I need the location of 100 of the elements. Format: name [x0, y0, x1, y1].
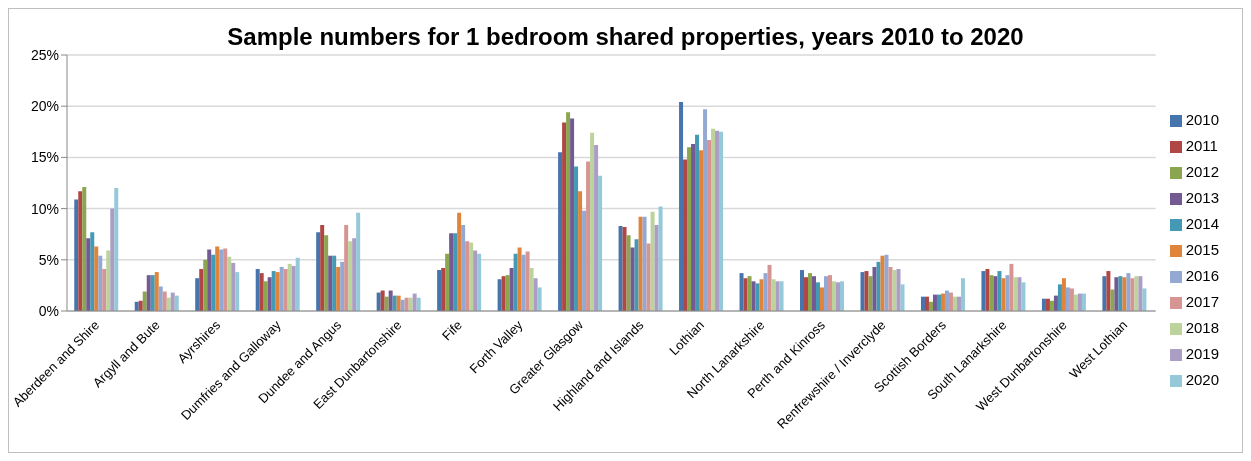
bar: [562, 122, 567, 311]
bar: [1005, 275, 1010, 311]
legend-label: 2020: [1185, 371, 1219, 388]
bar: [469, 242, 474, 311]
bar: [808, 273, 813, 311]
bar: [888, 266, 893, 311]
legend-label: 2017: [1185, 293, 1219, 310]
bar: [642, 216, 647, 311]
bar: [320, 224, 325, 311]
bar: [960, 278, 965, 311]
bar: [263, 281, 268, 311]
bar: [271, 271, 276, 311]
bar: [936, 294, 941, 311]
bar: [779, 281, 784, 311]
bar: [707, 139, 712, 311]
bar: [158, 286, 163, 311]
bar: [449, 233, 454, 311]
bar: [1065, 287, 1070, 311]
bar: [537, 287, 542, 311]
bar: [392, 295, 397, 311]
bar: [683, 159, 688, 311]
bar: [687, 147, 692, 311]
bar: [1138, 276, 1143, 311]
bar: [920, 296, 925, 311]
bar: [408, 297, 413, 311]
bar: [868, 276, 873, 311]
y-tick-label: 25%: [30, 46, 59, 63]
bar: [691, 144, 696, 311]
bar: [1001, 278, 1006, 311]
bar: [203, 259, 208, 311]
bar: [1110, 289, 1115, 311]
legend-label: 2014: [1185, 215, 1219, 232]
y-tick-label: 15%: [30, 149, 59, 166]
bar: [590, 132, 595, 311]
bar: [170, 292, 175, 311]
bar: [900, 284, 905, 311]
bar: [654, 224, 659, 311]
bar: [227, 256, 232, 311]
bar: [1077, 293, 1082, 311]
bar: [1045, 298, 1050, 311]
bar: [207, 249, 212, 311]
bar: [215, 246, 220, 311]
bar: [328, 255, 333, 311]
bar: [461, 224, 466, 311]
bar: [747, 276, 752, 311]
bar: [110, 208, 115, 311]
bar: [352, 238, 357, 311]
bar: [174, 295, 179, 311]
bar: [445, 253, 450, 311]
bar: [82, 187, 87, 311]
bar: [646, 243, 651, 311]
bar: [497, 279, 502, 311]
bar: [630, 247, 635, 311]
y-tick-label: 0%: [38, 302, 59, 319]
bar: [658, 206, 663, 311]
bar: [441, 267, 446, 311]
bar: [324, 235, 329, 311]
bar: [501, 276, 506, 311]
bar: [860, 272, 865, 311]
bar: [505, 275, 510, 311]
bar: [1069, 288, 1074, 311]
bar: [142, 291, 147, 311]
legend-label: 2010: [1185, 111, 1219, 128]
bar: [513, 253, 518, 311]
bar: [1057, 284, 1062, 311]
legend-label: 2013: [1185, 189, 1219, 206]
bar: [404, 297, 409, 311]
bar: [1061, 278, 1066, 311]
bar: [944, 290, 949, 311]
bar: [74, 199, 79, 311]
bar: [521, 254, 526, 311]
bar: [739, 273, 744, 311]
bar: [924, 296, 929, 311]
bar: [989, 275, 994, 311]
y-tick-label: 20%: [30, 98, 59, 115]
bar: [638, 216, 643, 311]
bar: [578, 191, 583, 311]
bar: [574, 166, 579, 311]
bar: [775, 281, 780, 311]
bar: [283, 269, 288, 311]
bar: [767, 264, 772, 311]
bar: [1126, 273, 1131, 311]
bar: [1130, 278, 1135, 311]
bar: [763, 273, 768, 311]
bar: [695, 134, 700, 311]
bar: [751, 281, 756, 311]
bar: [985, 269, 990, 311]
bar: [86, 238, 91, 311]
bar: [348, 241, 353, 311]
bar: [219, 249, 224, 311]
bar: [1106, 271, 1111, 311]
bar: [896, 269, 901, 311]
bar: [558, 152, 563, 311]
bar: [473, 250, 478, 311]
bar: [287, 263, 292, 311]
bar: [267, 277, 272, 311]
bar: [255, 269, 260, 311]
bar: [755, 283, 760, 311]
bar: [332, 255, 337, 311]
bar: [416, 297, 421, 311]
